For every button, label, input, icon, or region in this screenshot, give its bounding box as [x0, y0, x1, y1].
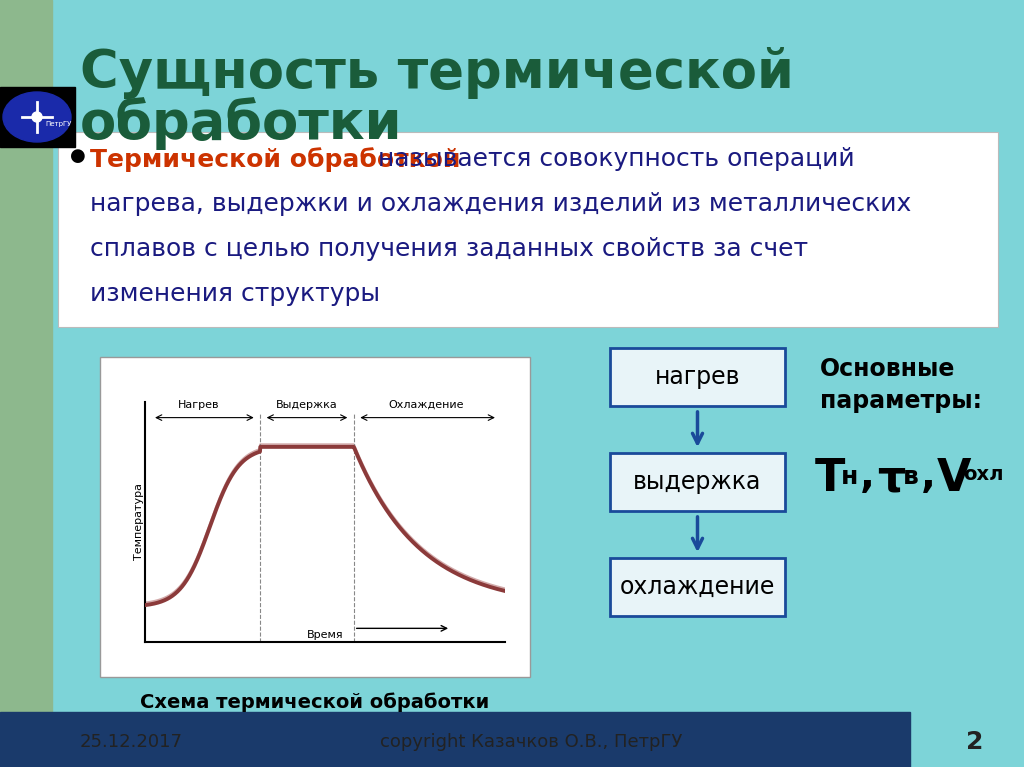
Text: copyright Казачков О.В., ПетрГУ: copyright Казачков О.В., ПетрГУ	[380, 733, 682, 751]
FancyBboxPatch shape	[610, 558, 785, 616]
Text: Сущность термической: Сущность термической	[80, 47, 794, 99]
Text: Нагрев: Нагрев	[178, 400, 220, 410]
FancyBboxPatch shape	[610, 453, 785, 511]
Text: τ: τ	[877, 457, 905, 500]
FancyBboxPatch shape	[610, 348, 785, 406]
Text: в: в	[903, 465, 919, 489]
Text: выдержка: выдержка	[633, 470, 762, 494]
Text: ●: ●	[70, 147, 86, 165]
Text: Выдержка: Выдержка	[276, 400, 338, 410]
Text: обработки: обработки	[80, 97, 402, 150]
Text: ,: ,	[921, 457, 936, 495]
Bar	[0, 87, 75, 147]
Bar	[0, 0, 52, 767]
Text: Время: Время	[306, 630, 343, 640]
Text: Основные
параметры:: Основные параметры:	[820, 357, 982, 413]
Text: Схема термической обработки: Схема термической обработки	[140, 692, 489, 712]
Text: V: V	[937, 457, 972, 500]
Text: нагрева, выдержки и охлаждения изделий из металлических: нагрева, выдержки и охлаждения изделий и…	[90, 192, 911, 216]
Text: нагрев: нагрев	[654, 365, 740, 389]
Y-axis label: Температура: Температура	[133, 483, 143, 561]
FancyBboxPatch shape	[100, 357, 530, 677]
FancyBboxPatch shape	[58, 132, 998, 327]
Text: Охлаждение: Охлаждение	[388, 400, 464, 410]
Text: ,: ,	[860, 457, 874, 495]
Text: охл: охл	[963, 465, 1004, 484]
Bar	[0, 712, 910, 767]
Text: изменения структуры: изменения структуры	[90, 282, 380, 306]
Text: 25.12.2017: 25.12.2017	[80, 733, 183, 751]
Text: Термической обработкой: Термической обработкой	[90, 147, 461, 172]
Ellipse shape	[32, 112, 42, 122]
Text: называется совокупность операций: называется совокупность операций	[370, 147, 855, 171]
Text: Т: Т	[815, 457, 846, 500]
Text: сплавов с целью получения заданных свойств за счет: сплавов с целью получения заданных свойс…	[90, 237, 808, 261]
Ellipse shape	[3, 92, 71, 142]
Text: н: н	[841, 465, 858, 489]
Text: ПетрГУ: ПетрГУ	[45, 121, 72, 127]
Text: 2: 2	[967, 730, 984, 754]
Text: охлаждение: охлаждение	[620, 575, 775, 599]
